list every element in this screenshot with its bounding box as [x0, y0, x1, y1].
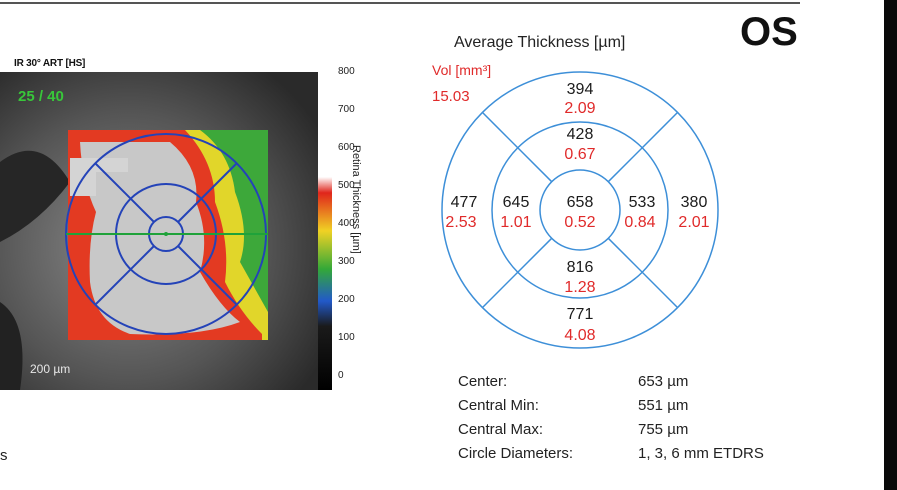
temporal-inner-thickness: 645: [503, 194, 530, 211]
stat-value: 551 µm: [638, 397, 689, 414]
eye-label: OS: [740, 10, 798, 54]
etdrs-grid: 394 2.09 428 0.67 477 2.53 645 1.01 658 …: [441, 71, 719, 349]
stat-row: Central Max: 755 µm: [458, 418, 764, 442]
colorbar-tick: 500: [338, 180, 355, 191]
colorbar-tick: 100: [338, 332, 355, 343]
colorbar-tick: 800: [338, 66, 355, 77]
superior-outer-thickness: 394: [567, 81, 594, 98]
temporal-outer-volume: 2.53: [445, 214, 476, 231]
thickness-map-image: 25 / 40 200 µm: [0, 72, 322, 390]
stat-name: Central Max:: [458, 421, 544, 438]
map-gray-notch: [70, 158, 128, 196]
center-volume: 0.52: [564, 214, 595, 231]
stat-name: Center:: [458, 373, 508, 390]
stat-name: Circle Diameters:: [458, 445, 574, 462]
top-rule: [0, 2, 800, 4]
thickness-map-graphic: [0, 72, 322, 390]
dark-region: [0, 150, 70, 242]
stat-value: 755 µm: [638, 421, 689, 438]
inferior-inner-thickness: 816: [567, 259, 594, 276]
nasal-inner-volume: 0.84: [624, 214, 655, 231]
colorbar-tick: 600: [338, 142, 355, 153]
right-edge-band: [884, 0, 897, 490]
total-volume: 15.03: [432, 88, 470, 105]
colorbar-tick: 200: [338, 294, 355, 305]
thickness-statistics: Center: 653 µm Central Min: 551 µm Centr…: [458, 370, 764, 466]
temporal-outer-thickness: 477: [451, 194, 478, 211]
fovea-marker: [164, 232, 168, 236]
stat-name: Central Min:: [458, 397, 539, 414]
superior-inner-volume: 0.67: [564, 146, 595, 163]
temporal-inner-volume: 1.01: [500, 214, 531, 231]
volume-label: Vol [mm³]: [432, 62, 492, 78]
map-gray-region: [80, 142, 240, 335]
colorbar-tick: 700: [338, 104, 355, 115]
center-thickness: 658: [567, 194, 594, 211]
colorbar-title: Retina Thickness [µm]: [350, 145, 362, 254]
scan-label: IR 30° ART [HS]: [14, 58, 86, 69]
inferior-inner-volume: 1.28: [564, 279, 595, 296]
stat-value: 653 µm: [638, 373, 689, 390]
superior-outer-volume: 2.09: [564, 100, 595, 117]
stat-row: Circle Diameters: 1, 3, 6 mm ETDRS: [458, 442, 764, 466]
nasal-outer-volume: 2.01: [678, 214, 709, 231]
nasal-outer-thickness: 380: [681, 194, 708, 211]
scan-quality: 25 / 40: [18, 88, 64, 105]
dark-region-lower: [0, 302, 23, 390]
thickness-colorbar: [318, 72, 332, 390]
colorbar-tick: 0: [338, 370, 344, 381]
average-thickness-heading: Average Thickness [µm]: [454, 34, 626, 51]
colorbar-tick: 300: [338, 256, 355, 267]
stat-value: 1, 3, 6 mm ETDRS: [638, 445, 764, 462]
superior-inner-thickness: 428: [567, 126, 594, 143]
scale-bar-label: 200 µm: [30, 362, 71, 376]
stat-row: Center: 653 µm: [458, 370, 764, 394]
etdrs-grid-lines: [441, 71, 719, 349]
inferior-outer-volume: 4.08: [564, 327, 595, 344]
footer-fragment: s: [0, 447, 8, 464]
stat-row: Central Min: 551 µm: [458, 394, 764, 418]
nasal-inner-thickness: 533: [629, 194, 656, 211]
inferior-outer-thickness: 771: [567, 306, 594, 323]
colorbar-ticks: 800 700 600 500 400 300 200 100 0: [328, 60, 378, 390]
colorbar-tick: 400: [338, 218, 355, 229]
